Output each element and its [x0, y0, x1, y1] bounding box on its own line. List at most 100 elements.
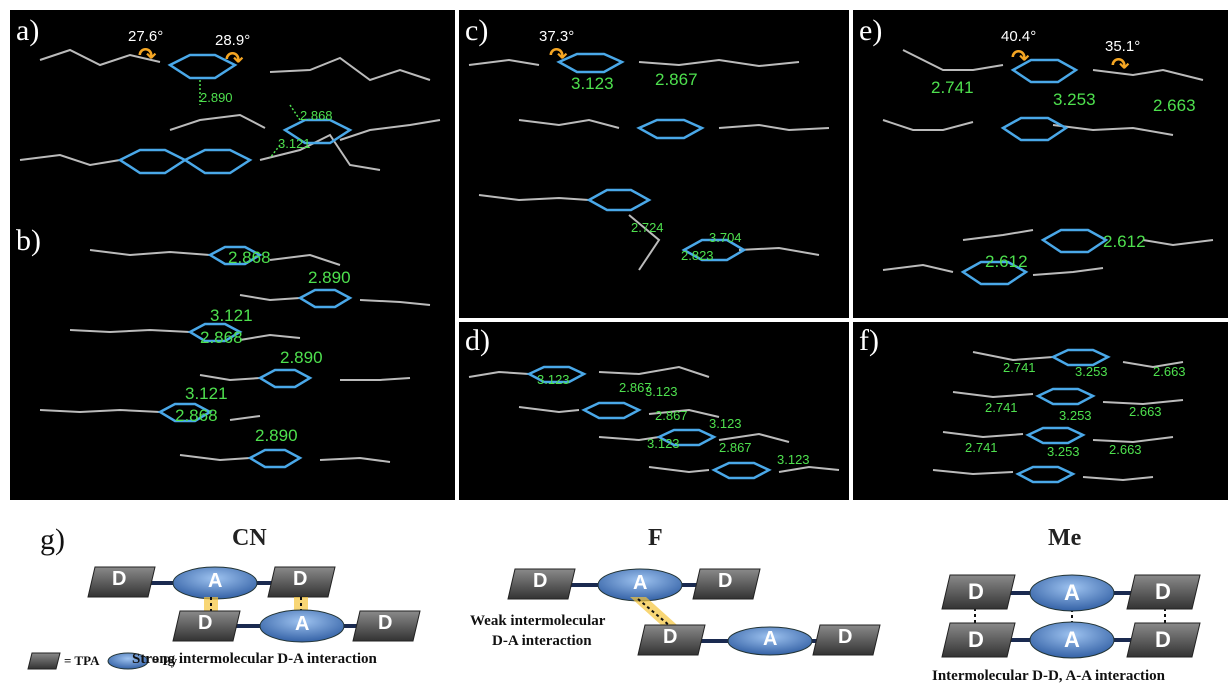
block-label: D [198, 612, 213, 634]
f-caption-line-2: D-A interaction [492, 633, 592, 649]
panel-e-angle-1: 40.4° [1001, 28, 1037, 45]
panel-d-distance-1: 3.123 [537, 372, 570, 387]
panel-d: d) 3.123 2.867 3.123 2.867 3.123 3.123 2… [459, 322, 849, 500]
panel-f-label: f) [859, 324, 879, 357]
panel-c-distance-1: 3.123 [571, 74, 614, 93]
panel-a-distance-3: 3.121 [278, 136, 311, 151]
panel-c-distance-5: 2.823 [681, 248, 714, 263]
panel-d-distance-2: 2.867 [619, 380, 652, 395]
cn-title: CN [232, 525, 267, 551]
panel-b-distance-6: 3.121 [185, 384, 228, 403]
rotation-arrow-icon: ↷ [1011, 46, 1030, 71]
panel-f-distance-2: 3.253 [1075, 364, 1108, 379]
panel-f-distance-7: 2.741 [965, 440, 998, 455]
legend-tpa: = TPA [64, 653, 100, 668]
panel-f-distance-4: 2.741 [985, 400, 1018, 415]
f-schematic [507, 568, 881, 656]
block-label: A [633, 572, 648, 594]
block-label: A [1064, 627, 1080, 652]
block-label: A [1064, 580, 1080, 605]
block-label: D [968, 579, 984, 604]
panel-e-angle-2: 35.1° [1105, 38, 1141, 55]
panel-e-label: e) [859, 14, 883, 47]
rotation-arrow-icon: ↷ [549, 44, 568, 69]
block-label: D [663, 626, 678, 648]
panel-f-distance-5: 3.253 [1059, 408, 1092, 423]
panel-e: e) 40.4° ↷ 35.1° ↷ 2.741 3.253 2.663 2.6… [853, 10, 1228, 318]
block-label: D [838, 626, 853, 648]
panel-b-distance-3: 3.121 [210, 306, 253, 325]
panel-c-structure [468, 52, 830, 271]
panel-f-distance-6: 2.663 [1129, 404, 1162, 419]
schematic-drawing [27, 566, 1201, 670]
panel-d-label: d) [465, 324, 490, 357]
panel-e-distance-2: 3.253 [1053, 90, 1096, 109]
panel-b-distance-5: 2.890 [280, 348, 323, 367]
panel-d-distance-7: 2.867 [719, 440, 752, 455]
panel-a-structure [19, 48, 441, 175]
block-label: D [1155, 579, 1171, 604]
panel-g-label: g) [40, 523, 65, 556]
panel-b-distance-1: 2.868 [228, 248, 271, 267]
panel-d-structure [468, 365, 840, 480]
panel-f-distance-1: 2.741 [1003, 360, 1036, 375]
block-label: A [208, 570, 223, 592]
panel-a-distance-1: 2.890 [200, 90, 233, 105]
panel-d-distance-6: 3.123 [647, 436, 680, 451]
panel-b-distance-7: 2.868 [175, 406, 218, 425]
panel-a-angle-2: 28.9° [215, 32, 251, 49]
f-caption-line-1: Weak intermolecular [470, 613, 606, 629]
panel-b: b) 2.868 2.890 3.121 2.868 2.890 3.121 2… [10, 220, 455, 500]
panel-d-distance-3: 3.123 [645, 384, 678, 399]
cn-schematic [87, 566, 421, 643]
block-label: D [1155, 627, 1171, 652]
panel-d-distance-5: 3.123 [709, 416, 742, 431]
panel-c-label: c) [465, 14, 489, 47]
rotation-arrow-icon: ↷ [1111, 54, 1130, 79]
panel-f-distance-3: 2.663 [1153, 364, 1186, 379]
cn-caption: Strong intermolecular D-A interaction [132, 651, 377, 667]
legend-py: = Py [152, 653, 178, 668]
rotation-arrow-icon: ↷ [138, 44, 157, 69]
panel-f: f) 2.741 3.253 2.663 2.741 3.253 2.663 2… [853, 322, 1228, 500]
me-schematic [941, 574, 1201, 659]
panel-d-distance-4: 2.867 [655, 408, 688, 423]
me-title: Me [1048, 525, 1082, 551]
panel-e-distance-5: 2.612 [985, 252, 1028, 271]
panel-a-distance-2: 2.868 [300, 108, 333, 123]
panel-c-distance-3: 2.724 [631, 220, 664, 235]
panel-b-distance-8: 2.890 [255, 426, 298, 445]
panel-e-structure [882, 49, 1214, 286]
panel-f-distance-8: 3.253 [1047, 444, 1080, 459]
schematic-panel-g: D A D D A D D A D D A D D A D D A D g) C… [0, 505, 1228, 698]
panel-f-structure [932, 348, 1184, 484]
panel-a-angle-1: 27.6° [128, 28, 164, 45]
panel-c-angle-1: 37.3° [539, 28, 575, 45]
panel-c-distance-2: 2.867 [655, 70, 698, 89]
panel-b-distance-4: 2.868 [200, 328, 243, 347]
block-label: D [112, 568, 127, 590]
rotation-arrow-icon: ↷ [225, 48, 244, 73]
legend-icons [27, 652, 149, 670]
panel-a: a) 27.6° ↷ 28.9° ↷ 2.890 2.868 3.121 [10, 10, 455, 220]
panel-a-label: a) [16, 14, 40, 47]
block-label: A [295, 613, 310, 635]
block-label: D [968, 627, 984, 652]
panel-c: c) 37.3° ↷ 3.123 2.867 2.724 3.704 2.823 [459, 10, 849, 318]
block-label: D [293, 568, 308, 590]
panel-b-structure [39, 245, 431, 469]
block-label: A [763, 628, 778, 650]
panel-d-distance-8: 3.123 [777, 452, 810, 467]
f-title: F [648, 525, 663, 551]
block-label: D [718, 570, 733, 592]
me-caption: Intermolecular D-D, A-A interaction [932, 668, 1166, 684]
panel-b-distance-2: 2.890 [308, 268, 351, 287]
panel-c-distance-4: 3.704 [709, 230, 742, 245]
panel-e-distance-4: 2.612 [1103, 232, 1146, 251]
panel-b-label: b) [16, 224, 41, 257]
block-label: D [533, 570, 548, 592]
panel-e-distance-3: 2.663 [1153, 96, 1196, 115]
block-label: D [378, 612, 393, 634]
panel-e-distance-1: 2.741 [931, 78, 974, 97]
panel-f-distance-9: 2.663 [1109, 442, 1142, 457]
